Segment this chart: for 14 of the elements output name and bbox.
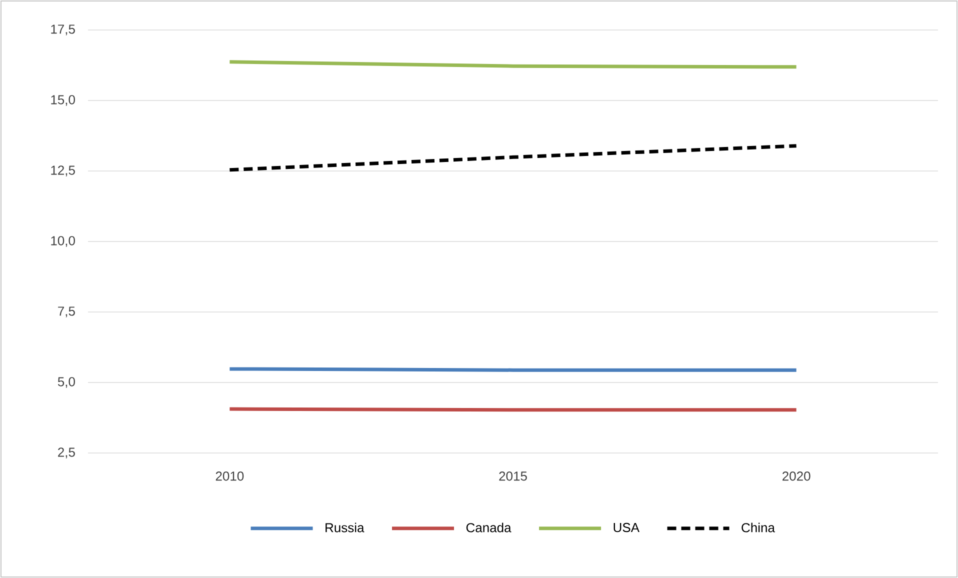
legend-label: Russia	[326, 522, 364, 532]
x-tick-label: 2020	[782, 472, 810, 481]
legend-label: USA	[614, 522, 640, 532]
y-tick-label: 2,5	[58, 448, 75, 458]
y-tick-label: 17,5	[51, 24, 75, 36]
y-tick-label: 15,0	[51, 95, 75, 106]
y-tick-label: 7,5	[58, 306, 75, 318]
x-tick-label: 2010	[216, 472, 244, 481]
y-tick-label: 12,5	[51, 166, 75, 176]
x-tick-label: 2015	[499, 472, 527, 481]
y-tick-label: 10,0	[51, 236, 75, 247]
legend-label: China	[742, 522, 775, 532]
y-tick-label: 5,0	[58, 377, 75, 388]
legend-label: Canada	[466, 522, 512, 532]
